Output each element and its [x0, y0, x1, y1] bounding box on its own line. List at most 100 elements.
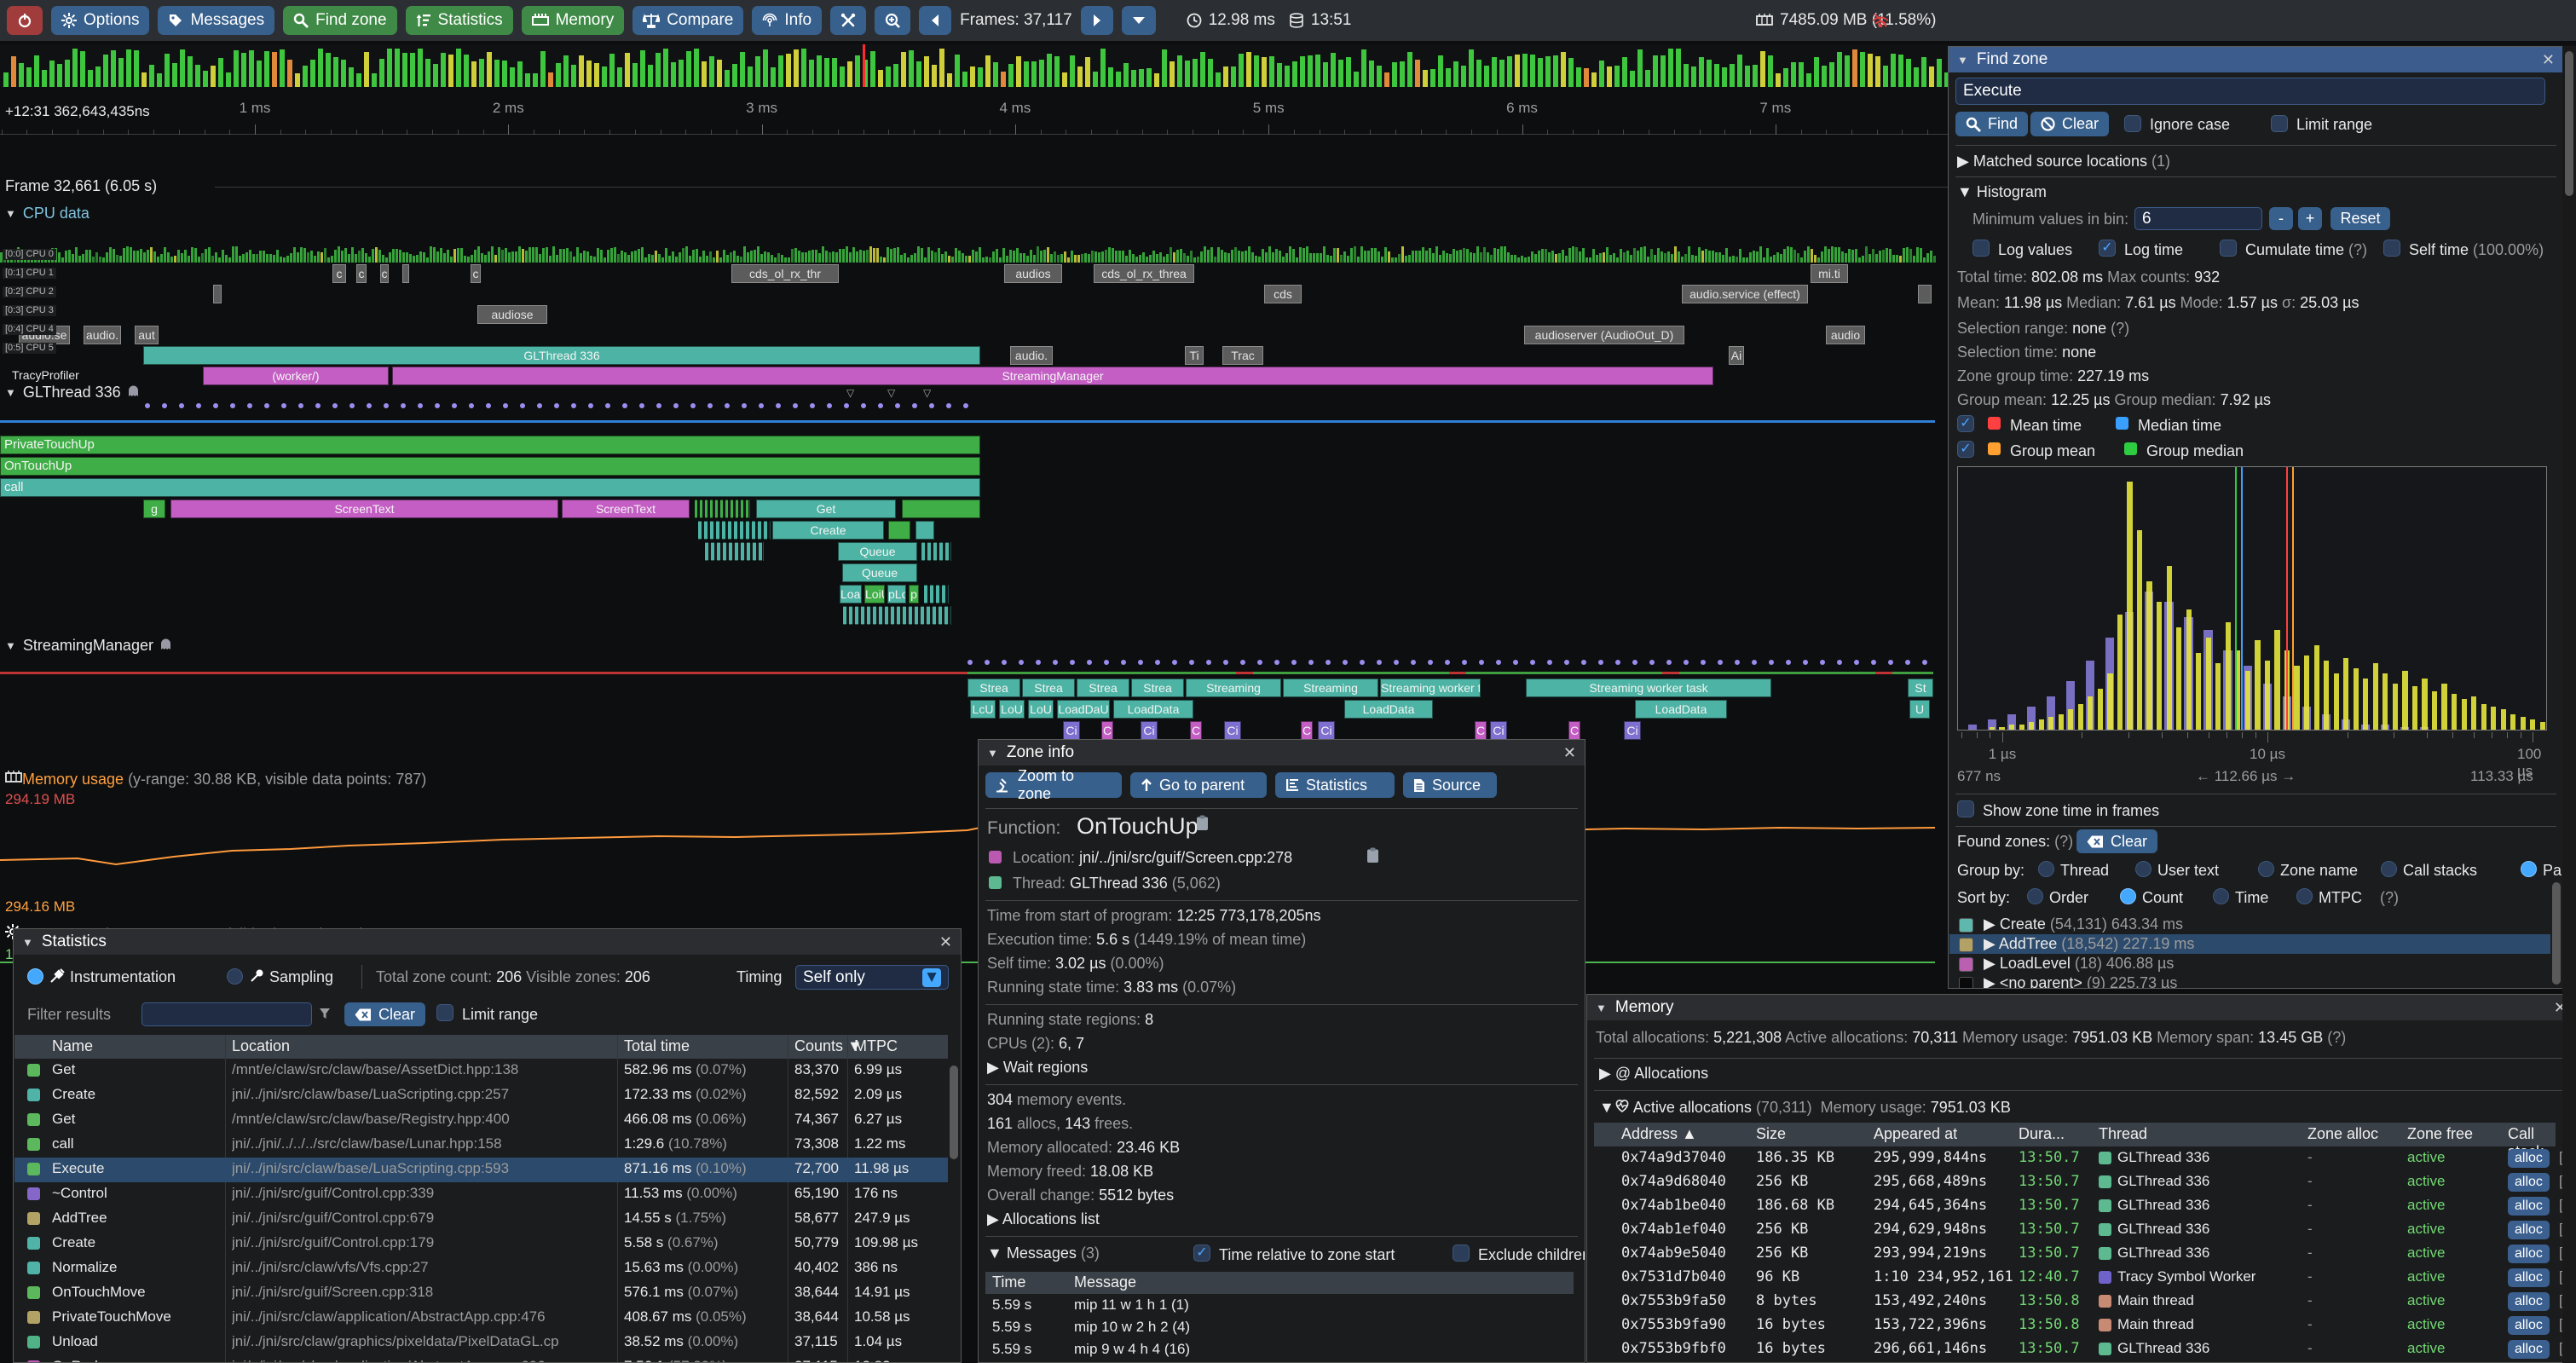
frame-bar[interactable] — [111, 50, 116, 87]
frame-bar[interactable] — [1392, 62, 1397, 87]
frame-bar[interactable] — [962, 72, 967, 87]
callstack-alloc-button[interactable]: alloc — [2508, 1148, 2550, 1168]
frame-bar[interactable] — [1116, 72, 1121, 87]
funnel-icon[interactable] — [319, 1006, 331, 1025]
frame-bar[interactable] — [1753, 65, 1758, 87]
frame-bar[interactable] — [679, 60, 684, 87]
frame-bar[interactable] — [203, 71, 208, 87]
collapse-triangle-icon[interactable]: ▼ — [1596, 1001, 1607, 1014]
frame-bar[interactable] — [1852, 49, 1857, 87]
zone-anon[interactable] — [694, 500, 750, 518]
frame-bar[interactable] — [916, 61, 921, 87]
clear-button[interactable]: Clear — [2030, 112, 2110, 136]
min-bin-input[interactable]: 6 — [2134, 207, 2262, 230]
time-relative-checkbox[interactable]: ✓ — [1193, 1245, 1210, 1262]
frame-bar[interactable] — [1108, 67, 1113, 87]
zone-c[interactable]: C — [1568, 721, 1580, 740]
frame-bar[interactable] — [1070, 55, 1075, 87]
frame-bar[interactable] — [142, 72, 147, 87]
zone-loaddata[interactable]: LoadData — [1344, 700, 1433, 719]
group-radio-parent[interactable] — [2521, 861, 2537, 877]
frame-bar[interactable] — [287, 60, 292, 87]
limit-range-checkbox[interactable] — [2271, 115, 2288, 132]
frame-bar[interactable] — [65, 60, 70, 87]
column-header-time[interactable]: Time — [992, 1273, 1026, 1291]
reset-button[interactable]: Reset — [2331, 207, 2390, 230]
memory-title-bar[interactable]: ▼ Memory ✕ — [1587, 995, 2575, 1020]
sort-radio-time[interactable] — [2213, 888, 2229, 904]
zone-c[interactable]: C — [1301, 721, 1313, 740]
limit-range-checkbox[interactable] — [436, 1004, 453, 1021]
table-row[interactable]: ~Control jni/../jni/src/guif/Control.cpp:… — [14, 1182, 948, 1207]
zone-c[interactable]: c — [332, 264, 346, 283]
frame-bar[interactable] — [234, 50, 239, 87]
frame-bar[interactable] — [794, 49, 799, 87]
frame-bar[interactable] — [448, 55, 453, 87]
frame-bar[interactable] — [632, 63, 638, 87]
zone-ci[interactable]: Ci — [1490, 721, 1507, 740]
frame-bar[interactable] — [947, 73, 952, 87]
zone-strea[interactable]: Strea — [1131, 679, 1184, 697]
column-header-total-time[interactable]: Total time — [624, 1037, 690, 1054]
frame-bar[interactable] — [970, 66, 975, 87]
zone-anon[interactable] — [902, 500, 980, 518]
frame-nav-caretD[interactable] — [1121, 6, 1156, 35]
frame-bar[interactable] — [3, 72, 9, 87]
zone-loiu[interactable]: LoiU — [864, 585, 885, 604]
frame-bar[interactable] — [686, 51, 691, 87]
frame-bar[interactable] — [709, 56, 714, 87]
alloc-row[interactable]: 0x7531d7b040 96 KB 1:10 234,952,161 12:40.7… — [1594, 1266, 2575, 1290]
zone-info-title-bar[interactable]: ▼ Zone info ✕ — [979, 740, 1585, 765]
frame-bar[interactable] — [1737, 55, 1742, 87]
zone-streaming-worker-task[interactable]: Streaming worker task — [1526, 679, 1771, 697]
frame-bar[interactable] — [1684, 64, 1689, 87]
callstack-alloc-button[interactable]: alloc — [2508, 1291, 2550, 1311]
frame-bar[interactable] — [1845, 55, 1850, 87]
frame-bar[interactable] — [502, 61, 507, 87]
frame-bar[interactable] — [571, 65, 576, 87]
frame-bar[interactable] — [49, 61, 55, 87]
column-header-zone-free[interactable]: Zone free — [2407, 1125, 2474, 1142]
button-source[interactable]: Source — [1403, 772, 1497, 798]
frame-bar[interactable] — [1154, 73, 1159, 87]
frame-bar[interactable] — [326, 53, 331, 87]
cumulate-time-checkbox[interactable] — [2220, 240, 2237, 257]
frame-bar[interactable] — [1193, 59, 1198, 87]
exclude-children-checkbox[interactable] — [1453, 1245, 1470, 1262]
frame-bar[interactable] — [1722, 67, 1727, 87]
frame-bar[interactable] — [1001, 72, 1006, 87]
frame-bar[interactable] — [487, 52, 492, 87]
frame-bar[interactable] — [57, 64, 62, 87]
frame-bar[interactable] — [1246, 52, 1251, 87]
frame-bar[interactable] — [1898, 55, 1903, 87]
frame-bar[interactable] — [318, 49, 323, 87]
toolbar-button-messages[interactable]: Messages — [158, 6, 275, 35]
frame-bar[interactable] — [1676, 49, 1681, 87]
table-row[interactable]: Unload jni/../jni/src/claw/graphics/pixel… — [14, 1331, 948, 1355]
frame-bar[interactable] — [1538, 58, 1543, 87]
toolbar-button-power[interactable] — [7, 6, 43, 35]
zone-lou[interactable]: LoU — [1028, 700, 1054, 719]
statistics-title-bar[interactable]: ▼ Statistics ✕ — [14, 929, 961, 955]
search-input[interactable]: Execute — [1955, 78, 2545, 105]
chevron-down-icon[interactable]: ▼ — [922, 967, 941, 987]
frame-bar[interactable] — [218, 58, 223, 87]
frame-bar[interactable] — [118, 58, 124, 87]
message-marker-icon[interactable]: ▽ — [887, 387, 896, 399]
log-values-checkbox[interactable] — [1972, 240, 1990, 257]
frame-bar[interactable] — [625, 53, 630, 87]
frame-bar[interactable] — [1622, 57, 1627, 87]
frame-bar[interactable] — [1461, 66, 1466, 87]
callstack-alloc-button[interactable]: alloc — [2508, 1196, 2550, 1216]
column-header-zone-alloc[interactable]: Zone alloc — [2307, 1125, 2379, 1142]
frame-bar[interactable] — [1837, 52, 1842, 87]
frame-bar[interactable] — [356, 73, 361, 87]
callstack-alloc-button[interactable]: alloc — [2508, 1220, 2550, 1239]
frame-bar[interactable] — [671, 62, 676, 87]
frame-bar[interactable] — [1814, 57, 1819, 87]
zone-c[interactable]: C — [1475, 721, 1487, 740]
frame-bar[interactable] — [264, 51, 269, 87]
frame-bar[interactable] — [517, 61, 523, 87]
frame-bar[interactable] — [1123, 63, 1129, 87]
show-zone-time-checkbox[interactable] — [1957, 800, 1974, 817]
